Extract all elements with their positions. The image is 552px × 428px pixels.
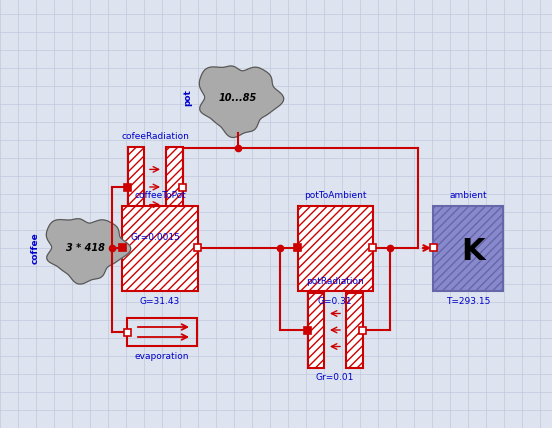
Text: coffeeToPot: coffeeToPot: [134, 190, 186, 199]
Text: potToAmbient: potToAmbient: [304, 190, 366, 199]
Text: ambient: ambient: [449, 190, 487, 199]
Bar: [307, 292, 324, 368]
Text: coffee: coffee: [30, 232, 40, 264]
Bar: [166, 147, 183, 227]
Text: K: K: [461, 238, 485, 267]
Bar: [369, 244, 376, 252]
Polygon shape: [46, 219, 131, 284]
Text: pot: pot: [183, 89, 193, 107]
Text: Gr=0.01: Gr=0.01: [316, 374, 354, 383]
Bar: [124, 329, 130, 336]
Bar: [194, 244, 201, 252]
Polygon shape: [199, 66, 284, 137]
Bar: [127, 318, 197, 346]
Text: G=31.43: G=31.43: [140, 297, 180, 306]
Bar: [294, 244, 301, 252]
Bar: [179, 184, 186, 190]
Bar: [123, 205, 198, 291]
Text: G=0.31: G=0.31: [318, 297, 352, 306]
Bar: [119, 244, 126, 252]
Text: cofeeRadiation: cofeeRadiation: [121, 132, 189, 141]
Bar: [359, 327, 366, 333]
Text: evaporation: evaporation: [135, 352, 189, 361]
Text: Gr=0.0015: Gr=0.0015: [130, 233, 180, 242]
Bar: [304, 327, 311, 333]
Bar: [128, 147, 144, 227]
Text: potRadiation: potRadiation: [306, 277, 364, 286]
Bar: [429, 244, 437, 252]
Text: 10...85: 10...85: [219, 93, 257, 103]
Bar: [433, 205, 503, 291]
Bar: [298, 205, 373, 291]
Bar: [346, 292, 363, 368]
Text: 3 * 418: 3 * 418: [66, 243, 104, 253]
Text: T=293.15: T=293.15: [446, 297, 490, 306]
Bar: [124, 184, 131, 190]
